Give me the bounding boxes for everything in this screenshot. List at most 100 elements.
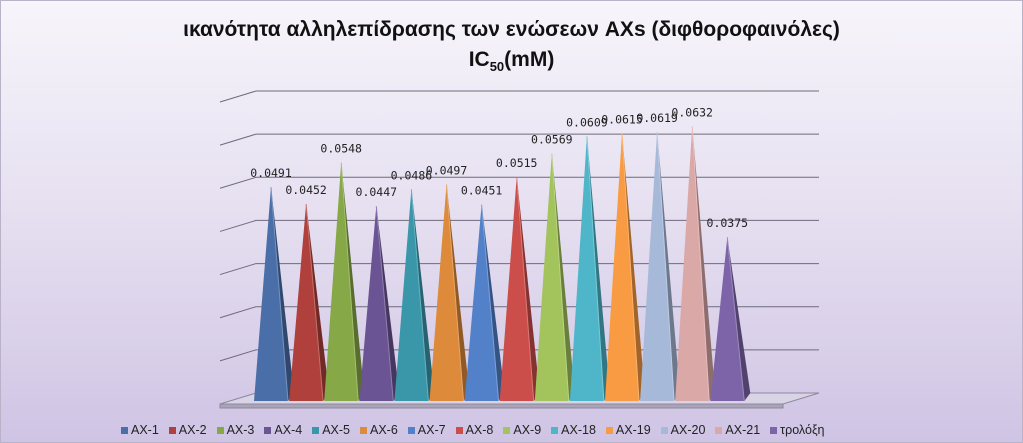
legend-swatch [503, 426, 511, 434]
pyramid-edge [410, 189, 429, 402]
legend-label: AX-5 [322, 423, 350, 437]
pyramid-edge [656, 131, 675, 402]
legend-label: AX-3 [226, 423, 255, 437]
legend-swatch [121, 426, 128, 434]
legend-item-AX-8: AX-8 [455, 423, 494, 437]
legend-item-AX-18: AX-18 [551, 423, 596, 437]
data-label-AX-21: 0.0632 [671, 105, 713, 119]
pyramid-AX-5 [394, 189, 435, 402]
pyramid-side-face [692, 126, 716, 401]
subtitle-subscript: 50 [489, 59, 505, 75]
legend-label: AX-6 [369, 423, 398, 437]
pyramid-side-face [446, 184, 470, 401]
legend-item-AX-2: AX-2 [168, 423, 207, 437]
data-label-AX-19: 0.0615 [601, 113, 643, 127]
pyramid-AX-7 [464, 204, 505, 402]
legend-swatch [407, 426, 415, 434]
legend-label: AX-8 [465, 423, 494, 437]
pyramid-front-face [464, 204, 499, 401]
legend-swatch [715, 426, 723, 434]
pyramid-front-face [429, 184, 464, 401]
pyramid-front-face [569, 136, 604, 401]
data-label-AX-7: 0.0451 [461, 183, 503, 197]
legend-swatch [660, 426, 668, 434]
legend-label: AX-2 [178, 423, 207, 437]
legend-label: AX-20 [670, 423, 706, 437]
data-label-AX-3: 0.0548 [320, 142, 362, 156]
pyramid-side-face [622, 133, 645, 401]
pyramid-side-face [586, 136, 610, 401]
legend-label: AX-1 [131, 423, 159, 437]
legend-swatch [312, 426, 320, 434]
legend-item-AX-7: AX-7 [407, 423, 446, 437]
pyramid-AX-18 [569, 136, 610, 402]
legend-label: AX-9 [513, 423, 542, 437]
gridline [219, 219, 819, 232]
pyramid-front-face [289, 203, 324, 401]
legend-swatch [359, 426, 367, 434]
data-label-AX-2: 0.0452 [285, 183, 327, 197]
data-label-AX-4: 0.0447 [356, 185, 398, 199]
legend-swatch [264, 426, 272, 434]
legend-label: AX-19 [615, 423, 651, 437]
chart-title-block: ικανότητα αλληλεπίδρασης των ενώσεων AXs… [1, 15, 1022, 82]
pyramid-side-face [306, 203, 330, 401]
gridline [219, 90, 819, 103]
pyramid-front-face [359, 206, 394, 401]
pyramid-AX-1 [254, 187, 294, 402]
pyramid-front-face [534, 153, 569, 401]
pyramid-side-face [551, 153, 575, 401]
pyramid-edge [726, 237, 745, 402]
gridline [219, 133, 819, 146]
data-label-AX-20: 0.0619 [636, 111, 678, 125]
pyramid-AX-20 [640, 131, 681, 402]
pyramid-edge [551, 153, 570, 402]
pyramid-AX-6 [429, 184, 470, 402]
pyramid-edge [305, 203, 324, 402]
chart-subtitle: IC50(mM) [1, 45, 1022, 82]
legend-item-AX-3: AX-3 [216, 423, 255, 437]
pyramid-front-face [710, 237, 745, 401]
pyramid-front-face [675, 126, 710, 401]
data-label-τρολόξη: 0.0375 [707, 216, 749, 230]
pyramid-AX-2 [289, 203, 330, 402]
pyramid-side-face [481, 204, 505, 401]
legend-item-AX-5: AX-5 [312, 423, 350, 437]
pyramid-AX-8 [499, 176, 540, 402]
subtitle-prefix: IC [468, 48, 490, 71]
legend-label: AX-18 [561, 423, 596, 437]
pyramid-edge [481, 204, 500, 402]
pyramid-front-face [324, 162, 359, 401]
legend-swatch [216, 426, 224, 434]
legend-item-AX-6: AX-6 [359, 423, 398, 437]
pyramid-AX-19 [605, 133, 645, 402]
pyramid-front-face [394, 189, 429, 401]
pyramid-edge [375, 206, 394, 402]
legend-item-AX-19: AX-19 [605, 423, 651, 437]
legend-item-AX-20: AX-20 [660, 423, 706, 437]
data-label-AX-5: 0.0486 [391, 168, 433, 182]
pyramid-AX-3 [324, 162, 365, 402]
pyramid-edge [340, 162, 359, 402]
legend-item-AX-1: AX-1 [121, 423, 159, 437]
legend-item-AX-21: AX-21 [715, 423, 760, 437]
legend-swatch [770, 426, 778, 434]
legend-swatch [605, 426, 613, 434]
pyramid-edge [270, 187, 289, 402]
legend-label: τρολόξη [780, 423, 825, 437]
pyramid-edge [516, 176, 535, 402]
legend-swatch [551, 426, 559, 434]
pyramid-side-face [657, 131, 681, 401]
legend-item-τρολόξη: τρολόξη [770, 423, 825, 437]
pyramid-marks [254, 126, 751, 402]
pyramid-side-face [376, 206, 400, 401]
floor-front [219, 403, 784, 409]
pyramid-front-face [254, 187, 288, 401]
chart-title: ικανότητα αλληλεπίδρασης των ενώσεων AXs… [183, 18, 840, 41]
legend-label: AX-7 [417, 423, 446, 437]
pyramid-edge [586, 136, 605, 402]
pyramid-front-face [640, 131, 675, 401]
pyramid-AX-21 [675, 126, 716, 402]
